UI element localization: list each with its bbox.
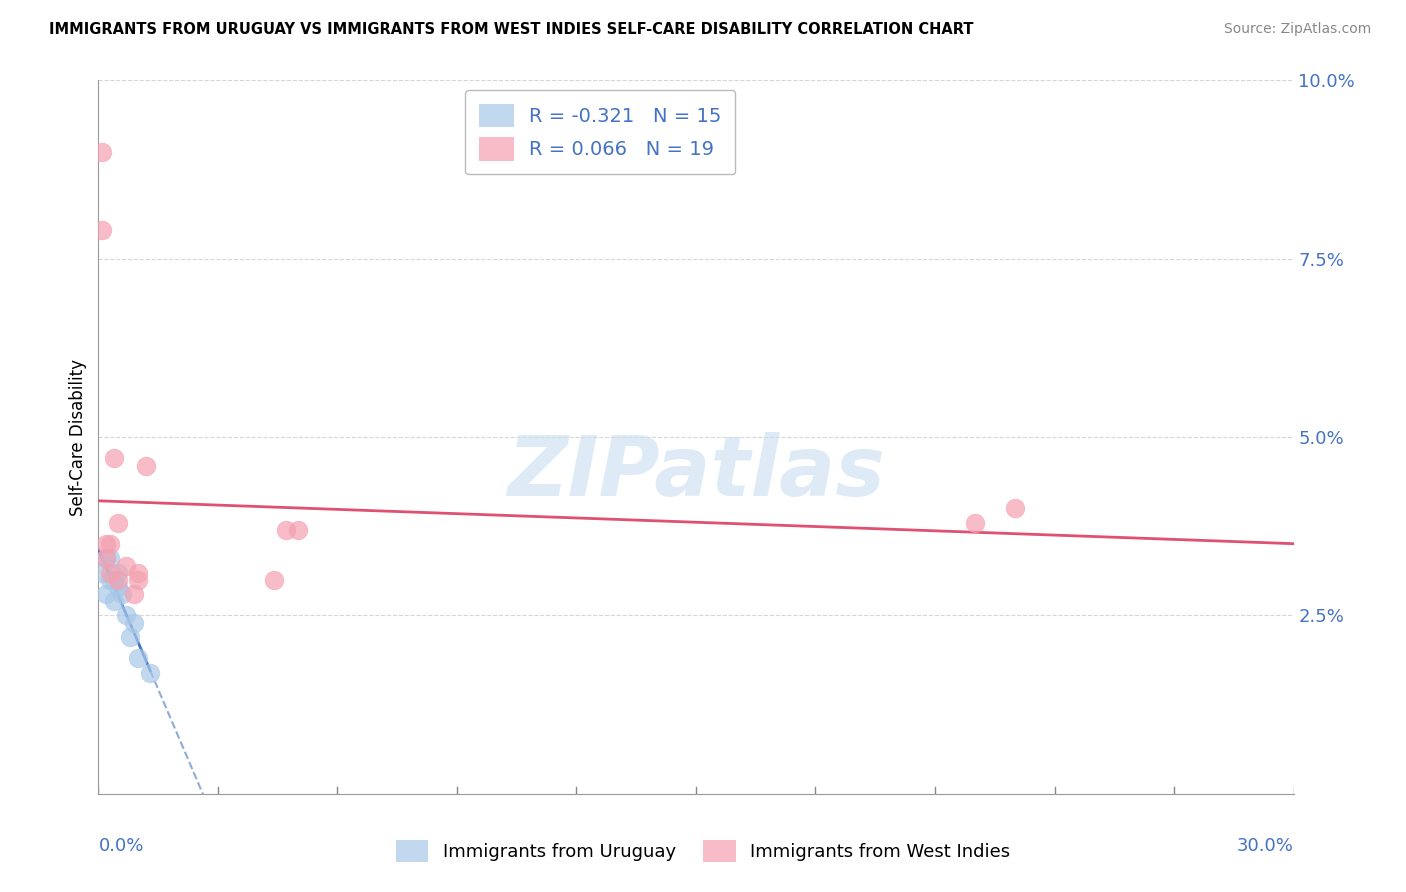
Point <box>91 145 114 159</box>
Point <box>263 573 285 587</box>
Point <box>91 223 114 237</box>
Point <box>98 537 122 551</box>
Point <box>120 630 142 644</box>
Point <box>107 580 129 594</box>
Text: Source: ZipAtlas.com: Source: ZipAtlas.com <box>1223 22 1371 37</box>
Point <box>115 608 138 623</box>
Point <box>107 516 129 530</box>
Point <box>124 587 146 601</box>
Text: IMMIGRANTS FROM URUGUAY VS IMMIGRANTS FROM WEST INDIES SELF-CARE DISABILITY CORR: IMMIGRANTS FROM URUGUAY VS IMMIGRANTS FR… <box>49 22 974 37</box>
Point <box>963 516 986 530</box>
Text: ZIPatlas: ZIPatlas <box>508 433 884 513</box>
Point <box>274 523 297 537</box>
Point <box>103 451 125 466</box>
Point <box>287 523 309 537</box>
Point <box>96 551 118 566</box>
Point <box>103 594 125 608</box>
Point <box>111 587 134 601</box>
Legend: R = -0.321   N = 15, R = 0.066   N = 19: R = -0.321 N = 15, R = 0.066 N = 19 <box>465 90 735 175</box>
Point <box>127 566 149 580</box>
Point <box>139 665 162 680</box>
Point <box>127 573 149 587</box>
Text: 30.0%: 30.0% <box>1237 837 1294 855</box>
Point <box>135 458 157 473</box>
Point <box>103 573 125 587</box>
Point <box>96 551 118 566</box>
Y-axis label: Self-Care Disability: Self-Care Disability <box>69 359 87 516</box>
Legend: Immigrants from Uruguay, Immigrants from West Indies: Immigrants from Uruguay, Immigrants from… <box>388 833 1018 870</box>
Point <box>96 587 118 601</box>
Point <box>98 551 122 566</box>
Point <box>107 573 129 587</box>
Point <box>98 566 122 580</box>
Point <box>115 558 138 573</box>
Point <box>124 615 146 630</box>
Point <box>127 651 149 665</box>
Text: 0.0%: 0.0% <box>98 837 143 855</box>
Point <box>98 573 122 587</box>
Point <box>107 566 129 580</box>
Point <box>1004 501 1026 516</box>
Point <box>91 566 114 580</box>
Point <box>96 537 118 551</box>
